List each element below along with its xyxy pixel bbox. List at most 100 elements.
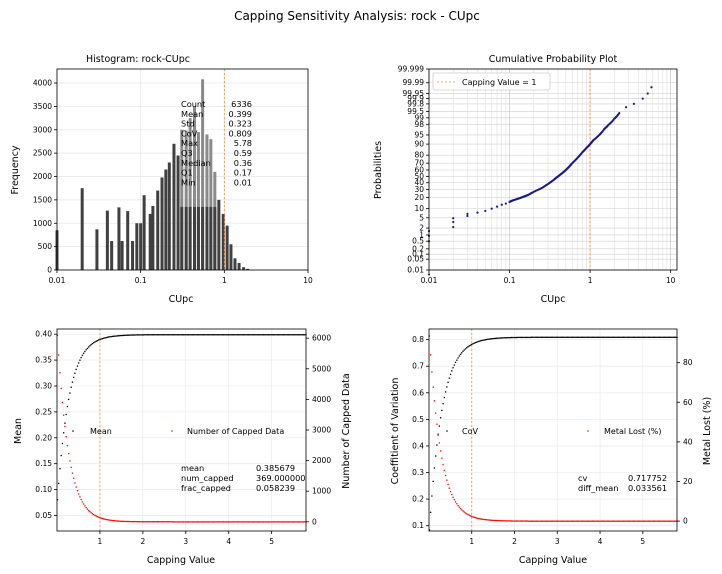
cov-right-point xyxy=(514,520,517,522)
mean-right-point xyxy=(104,518,106,520)
cov-left-point xyxy=(526,336,529,339)
mean-right-point xyxy=(272,521,275,523)
mean-left-point xyxy=(206,333,209,336)
cov-left-point xyxy=(605,336,607,338)
cov-left-point xyxy=(475,341,478,343)
mean-left-point xyxy=(66,405,69,408)
cov-left-point xyxy=(433,467,436,469)
mean-right-point xyxy=(80,498,82,501)
cov-left-point xyxy=(505,336,508,339)
cov-legend-left: CoV xyxy=(446,427,478,436)
mean-left-point xyxy=(126,334,129,336)
histogram-ytick-label: 500 xyxy=(38,242,53,251)
cov-frame xyxy=(428,328,678,532)
mean-right-point xyxy=(95,515,97,517)
cov-left-point xyxy=(463,349,466,351)
mean-left-point xyxy=(167,333,170,336)
mean-left-point xyxy=(300,333,302,336)
cov-right-point xyxy=(470,515,473,518)
cov-left-point xyxy=(533,336,535,339)
cov-right-point xyxy=(458,506,461,508)
cov-right-point xyxy=(526,520,529,522)
mean-left-point xyxy=(259,333,261,336)
mean-right-point xyxy=(87,509,90,512)
probability-panel: Cumulative Probability Plot 0.010.050.10… xyxy=(373,54,678,305)
cov-left-point xyxy=(480,339,483,342)
mean-right-point xyxy=(164,521,166,523)
mean-right-point xyxy=(77,493,80,495)
cov-left-point xyxy=(609,336,611,338)
cov-left-point xyxy=(452,367,454,369)
mean-right-point xyxy=(157,521,160,523)
mean-left-point xyxy=(74,372,76,374)
mean-right-point xyxy=(132,520,135,523)
cov-right-point xyxy=(647,520,650,522)
cov-right-point xyxy=(468,514,470,516)
cov-left-point xyxy=(509,336,512,339)
cov-right-point xyxy=(606,520,609,522)
cov-left-point xyxy=(551,336,554,339)
histogram-stat-value: 0.323 xyxy=(229,119,252,129)
cov-right-point xyxy=(525,520,528,522)
cov-right-point xyxy=(584,520,586,522)
mean-left-point xyxy=(170,333,172,336)
mean-right-point xyxy=(146,521,149,523)
mean-right-point xyxy=(120,520,122,522)
mean-right-point xyxy=(102,518,105,520)
probability-ytick-label: 0.5 xyxy=(412,237,424,246)
mean-left-point xyxy=(224,333,226,336)
cov-left-point xyxy=(510,336,513,339)
mean-right-point xyxy=(255,521,257,523)
cov-left-point xyxy=(536,336,539,339)
mean-left-point xyxy=(304,333,306,336)
cov-left-point xyxy=(660,336,662,338)
histogram-bar xyxy=(80,188,84,270)
cov-left-point xyxy=(477,340,479,343)
cov-right-point xyxy=(565,520,568,522)
mean-left-point xyxy=(85,349,87,351)
histogram-bar xyxy=(139,223,143,270)
cov-right-point xyxy=(585,520,587,522)
mean-left-point xyxy=(59,467,61,470)
mean-right-point xyxy=(206,521,209,523)
cov-left-point xyxy=(586,336,589,338)
mean-right-point xyxy=(246,521,249,523)
cov-right-point xyxy=(464,512,467,514)
cov-left-point xyxy=(597,336,600,338)
cov-left-point xyxy=(513,336,515,339)
mean-left-point xyxy=(125,334,127,336)
mean-left-point xyxy=(199,333,201,336)
cov-left-point xyxy=(479,340,482,342)
cov-right-point xyxy=(548,520,550,522)
mean-right-point xyxy=(187,521,190,523)
mean-left-point xyxy=(89,345,91,347)
cov-stat-value: 0.717752 xyxy=(628,473,667,483)
histogram-bar xyxy=(233,258,237,270)
mean-left-point xyxy=(150,334,152,336)
mean-right-point xyxy=(209,521,211,523)
mean-left-point xyxy=(301,333,304,336)
mean-right-point xyxy=(117,520,120,522)
cov-right-point xyxy=(550,520,553,522)
probability-ytick-label: 2 xyxy=(419,224,424,233)
mean-right-point xyxy=(269,521,271,523)
cov-right-point xyxy=(437,433,439,435)
mean-right-point xyxy=(179,521,181,523)
cov-right-point xyxy=(599,520,601,522)
mean-right-point xyxy=(181,521,184,523)
histogram-bar-lower xyxy=(201,206,205,270)
mean-left-point xyxy=(226,333,229,336)
mean-left-point xyxy=(207,333,210,336)
capped-legend-label: Number of Capped Data xyxy=(187,427,284,436)
cov-left-point xyxy=(671,336,673,338)
histogram-bar xyxy=(217,199,221,270)
cov-left-point xyxy=(568,336,570,338)
mean-right-point xyxy=(112,519,115,522)
cov-left-point xyxy=(621,336,624,338)
mean-left-point xyxy=(149,334,151,336)
histogram-ylabel: Frequency xyxy=(10,145,21,194)
mean-left-point xyxy=(212,333,215,336)
probability-ytick-label: 99.999 xyxy=(398,65,424,74)
histogram-bar xyxy=(151,205,155,270)
histogram-bar xyxy=(205,134,209,270)
